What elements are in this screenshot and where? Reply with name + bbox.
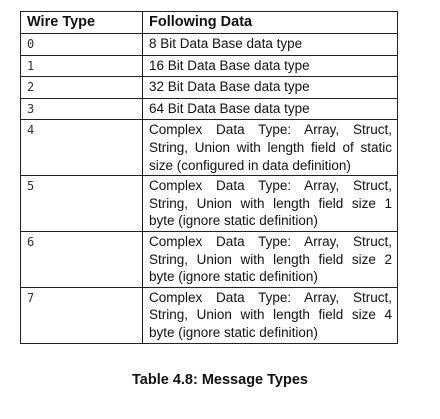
table-header-row: Wire Type Following Data bbox=[20, 11, 398, 34]
wire-type-cell: 5 bbox=[20, 175, 143, 232]
header-following-data: Following Data bbox=[142, 11, 398, 34]
following-data-cell: Complex Data Type: Array, Struct, String… bbox=[142, 175, 398, 232]
wire-type-cell: 1 bbox=[20, 54, 143, 78]
wire-type-cell: 6 bbox=[20, 230, 143, 288]
following-data-cell: Complex Data Type: Array, Struct, String… bbox=[142, 286, 398, 344]
wire-type-cell: 2 bbox=[20, 76, 143, 99]
following-data-cell: 32 Bit Data Base data type bbox=[142, 76, 398, 99]
wire-type-cell: 7 bbox=[20, 286, 143, 344]
table-row: 1 16 Bit Data Base data type bbox=[20, 54, 398, 78]
following-data-cell: 16 Bit Data Base data type bbox=[142, 54, 398, 78]
wire-type-cell: 3 bbox=[20, 97, 143, 121]
wire-type-cell: 0 bbox=[20, 33, 143, 56]
following-data-cell: 64 Bit Data Base data type bbox=[142, 97, 398, 121]
table-row: 4 Complex Data Type: Array, Struct, Stri… bbox=[20, 119, 398, 177]
table-row: 2 32 Bit Data Base data type bbox=[20, 76, 398, 99]
message-types-table: Wire Type Following Data 0 8 Bit Data Ba… bbox=[20, 11, 398, 344]
table-row: 3 64 Bit Data Base data type bbox=[20, 97, 398, 121]
header-wire-type: Wire Type bbox=[20, 11, 143, 34]
table-row: 5 Complex Data Type: Array, Struct, Stri… bbox=[20, 175, 398, 232]
following-data-cell: 8 Bit Data Base data type bbox=[142, 33, 398, 56]
following-data-cell: Complex Data Type: Array, Struct, String… bbox=[142, 230, 398, 288]
table-row: 0 8 Bit Data Base data type bbox=[20, 33, 398, 56]
table-row: 6 Complex Data Type: Array, Struct, Stri… bbox=[20, 230, 398, 288]
table-row: 7 Complex Data Type: Array, Struct, Stri… bbox=[20, 286, 398, 344]
wire-type-cell: 4 bbox=[20, 119, 143, 177]
table-caption: Table 4.8: Message Types bbox=[132, 372, 308, 388]
following-data-cell: Complex Data Type: Array, Struct, String… bbox=[142, 119, 398, 177]
